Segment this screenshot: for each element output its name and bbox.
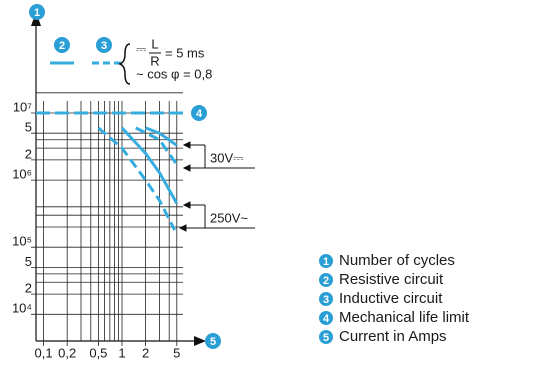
key-text: Number of cycles: [339, 252, 455, 269]
y-tick-label: 5: [25, 254, 32, 269]
key-number: 5: [210, 336, 216, 348]
key-number: 3: [101, 40, 107, 52]
key-text: Resistive circuit: [339, 271, 444, 288]
key-number: 3: [323, 294, 329, 306]
key-badge: [319, 292, 333, 306]
brace: [117, 43, 131, 85]
voltage-brackets: [178, 141, 255, 232]
series-line: [120, 126, 179, 205]
key-badge: [191, 105, 207, 121]
series-line: [97, 126, 177, 231]
x-tick-label: 0,5: [89, 345, 107, 360]
formula-ac: ~ cos φ = 0,8: [136, 66, 212, 81]
formula-rest: = 5 ms: [165, 45, 205, 60]
key-number: 1: [323, 256, 329, 268]
key-number: 4: [323, 313, 330, 325]
key-badge: [319, 273, 333, 287]
y-tick-label: 5: [25, 120, 32, 135]
y-tick-label: 10⁵: [12, 234, 32, 249]
key-badge: [319, 330, 333, 344]
dc-symbol: ⎓: [136, 41, 146, 56]
legend-samples: ⎓ L R = 5 ms ~ cos φ = 0,8: [50, 36, 212, 85]
key-text: Current in Amps: [339, 328, 447, 345]
x-tick-label: 2: [142, 345, 149, 360]
key-badge: [54, 37, 70, 53]
x-arrow: [194, 336, 206, 346]
key-number: 5: [323, 332, 329, 344]
x-tick-label: 5: [173, 345, 180, 360]
voltage-label: 250V~: [210, 210, 248, 225]
y-tick-label: 2: [25, 281, 32, 296]
key-number: 4: [196, 108, 203, 120]
arrowhead: [178, 224, 187, 232]
key-badge: [29, 4, 45, 20]
series-line: [135, 126, 179, 166]
arrowhead: [182, 164, 191, 172]
x-tick-label: 1: [118, 345, 125, 360]
key-text: Inductive circuit: [339, 290, 443, 307]
arrowhead: [182, 201, 191, 209]
denominator: R: [150, 53, 159, 68]
key-badge: [205, 333, 221, 349]
arrowhead: [182, 141, 191, 149]
key-number: 2: [59, 40, 65, 52]
key-number: 1: [34, 7, 40, 19]
series-line: [145, 126, 178, 147]
key-badge: [319, 311, 333, 325]
numerator: L: [151, 36, 158, 51]
y-tick-label: 10⁴: [12, 301, 32, 316]
x-tick-label: 0,2: [58, 345, 76, 360]
y-tick-label: 10⁶: [12, 167, 32, 182]
key-number: 2: [323, 275, 329, 287]
voltage-label: 30V⎓: [210, 150, 244, 165]
grid: [31, 92, 183, 346]
key-badge: [96, 37, 112, 53]
x-tick-label: 0,1: [35, 345, 53, 360]
key-text: Mechanical life limit: [339, 309, 470, 326]
key-badge: [319, 254, 333, 268]
y-tick-label: 2: [25, 146, 32, 161]
y-tick-label: 10⁷: [13, 99, 32, 114]
